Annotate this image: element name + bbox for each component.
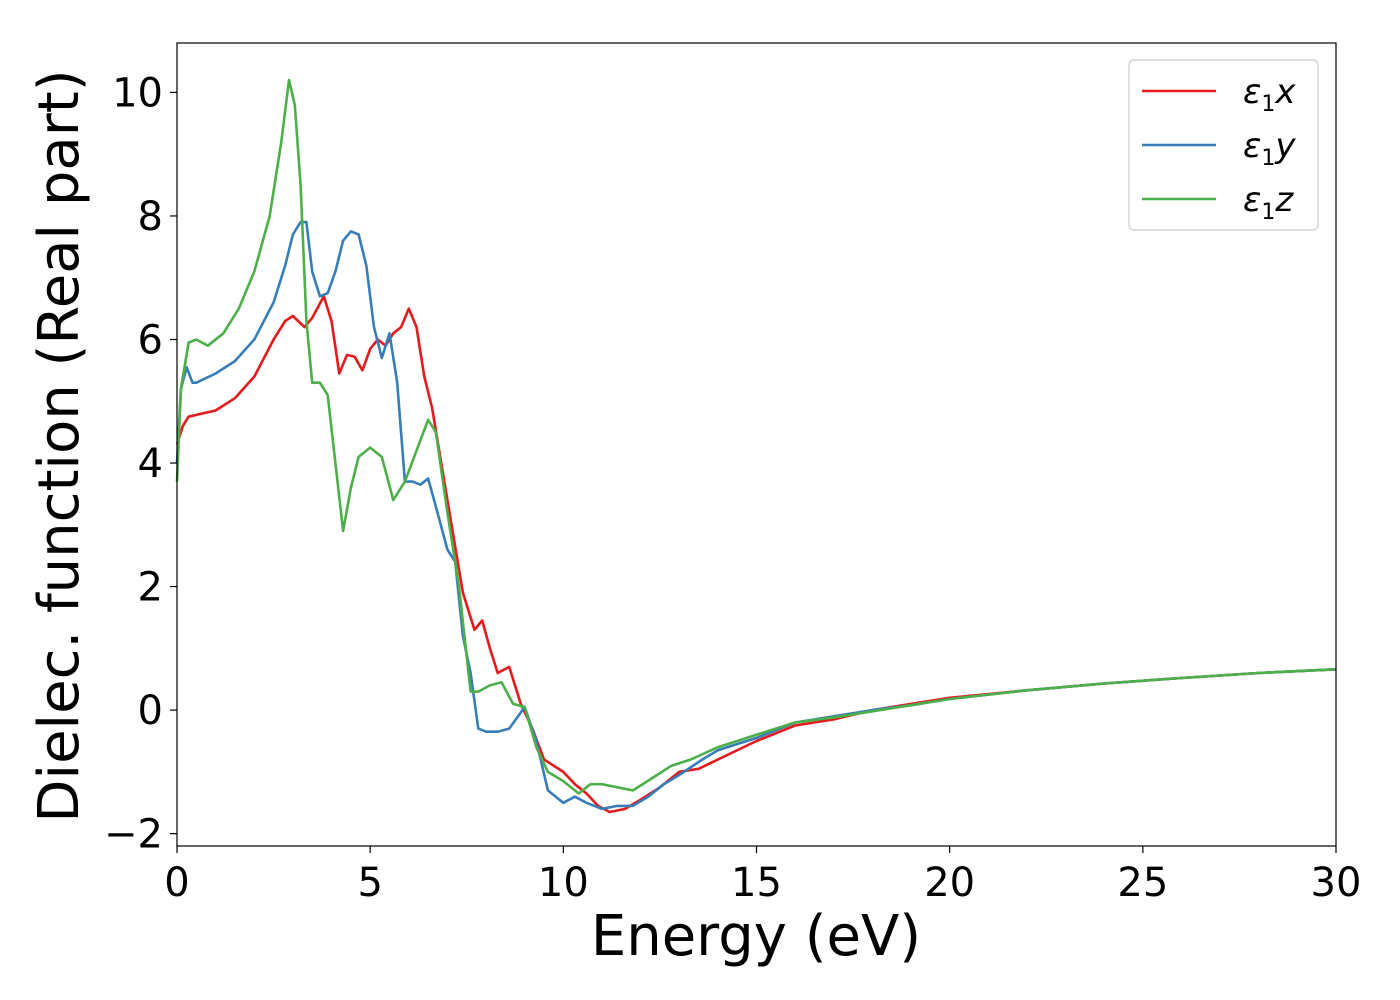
series-line-y (175, 220, 1337, 811)
series-line-z (175, 78, 1337, 795)
legend-label-z: ε1z (1243, 180, 1294, 225)
x-tick-label: 20 (924, 860, 975, 906)
x-tick-label: 30 (1311, 860, 1362, 906)
x-tick-label: 15 (731, 860, 782, 906)
legend-label-y: ε1y (1243, 126, 1296, 171)
y-axis-ticks: −2 0 2 4 6 8 10 (104, 70, 177, 858)
legend-box (1128, 59, 1319, 231)
y-tick-label: 10 (112, 70, 163, 116)
x-tick-label: 0 (164, 860, 189, 906)
series-line-x (175, 295, 1337, 814)
y-axis-label: Dielec. function (Real part) (27, 69, 92, 822)
y-tick-label: 8 (138, 194, 163, 240)
x-tick-label: 5 (357, 860, 382, 906)
y-tick-label: 6 (138, 317, 163, 363)
x-axis-ticks: 0 5 10 15 20 25 30 (164, 846, 1361, 906)
legend: ε1x ε1y ε1z (1128, 59, 1319, 231)
x-axis-label: Energy (eV) (591, 904, 921, 969)
x-tick-label: 25 (1117, 860, 1168, 906)
x-tick-label: 10 (538, 860, 589, 906)
y-tick-label: 2 (138, 565, 163, 611)
legend-label-x: ε1x (1243, 72, 1296, 117)
y-tick-label: −2 (104, 812, 163, 858)
y-tick-label: 0 (138, 688, 163, 734)
series-layer (175, 78, 1337, 814)
y-tick-label: 4 (138, 441, 163, 487)
